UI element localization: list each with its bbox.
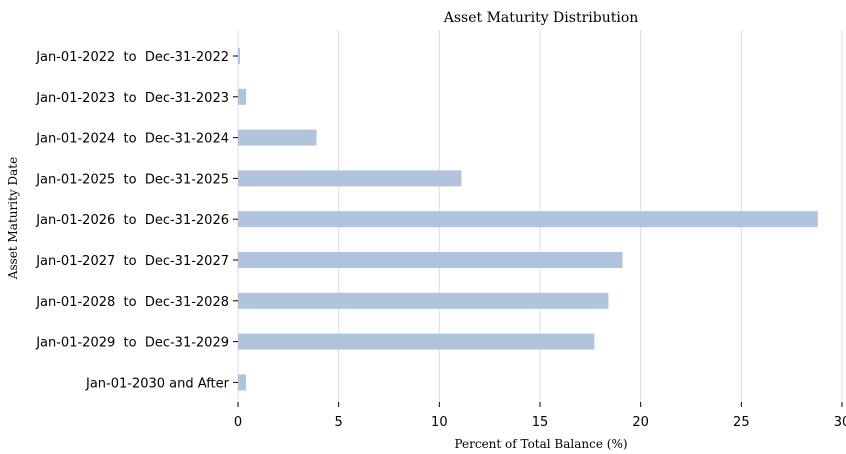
y-tick-label: Jan-01-2025 to Dec-31-2025 <box>35 172 229 187</box>
bar <box>238 374 247 391</box>
y-tick-label: Jan-01-2028 to Dec-31-2028 <box>35 295 229 310</box>
y-axis-label: Asset Maturity Date <box>6 157 20 280</box>
y-axis-ticks: Jan-01-2022 to Dec-31-2022 Jan-01-2023 to… <box>35 50 238 391</box>
bars <box>238 48 818 391</box>
y-tick-label: Jan-01-2027 to Dec-31-2027 <box>35 254 229 269</box>
bar <box>238 211 818 228</box>
y-tick-label: Jan-01-2024 to Dec-31-2024 <box>35 132 229 147</box>
x-tick-label: 20 <box>632 415 649 430</box>
y-tick-label: Jan-01-2022 to Dec-31-2022 <box>35 50 229 65</box>
x-tick-label: 10 <box>431 415 448 430</box>
y-tick-label: Jan-01-2030 and After <box>85 376 230 391</box>
bar <box>238 170 462 187</box>
bar <box>238 292 609 309</box>
y-tick-label: Jan-01-2023 to Dec-31-2023 <box>35 91 229 106</box>
x-tick-label: 5 <box>335 415 343 430</box>
bar <box>238 88 247 105</box>
x-tick-label: 25 <box>733 415 750 430</box>
x-tick-label: 0 <box>234 415 242 430</box>
x-tick-label: 15 <box>532 415 549 430</box>
x-axis-ticks: 0 5 10 15 20 25 30 <box>234 402 846 430</box>
x-tick-label: 30 <box>834 415 846 430</box>
y-tick-label: Jan-01-2029 to Dec-31-2029 <box>35 336 229 351</box>
bar <box>238 48 241 64</box>
x-axis-label: Percent of Total Balance (%) <box>454 437 627 451</box>
y-tick-label: Jan-01-2026 to Dec-31-2026 <box>35 213 229 228</box>
bar <box>238 129 317 146</box>
chart-title: Asset Maturity Distribution <box>443 10 639 26</box>
bar <box>238 252 623 268</box>
bar <box>238 333 595 350</box>
